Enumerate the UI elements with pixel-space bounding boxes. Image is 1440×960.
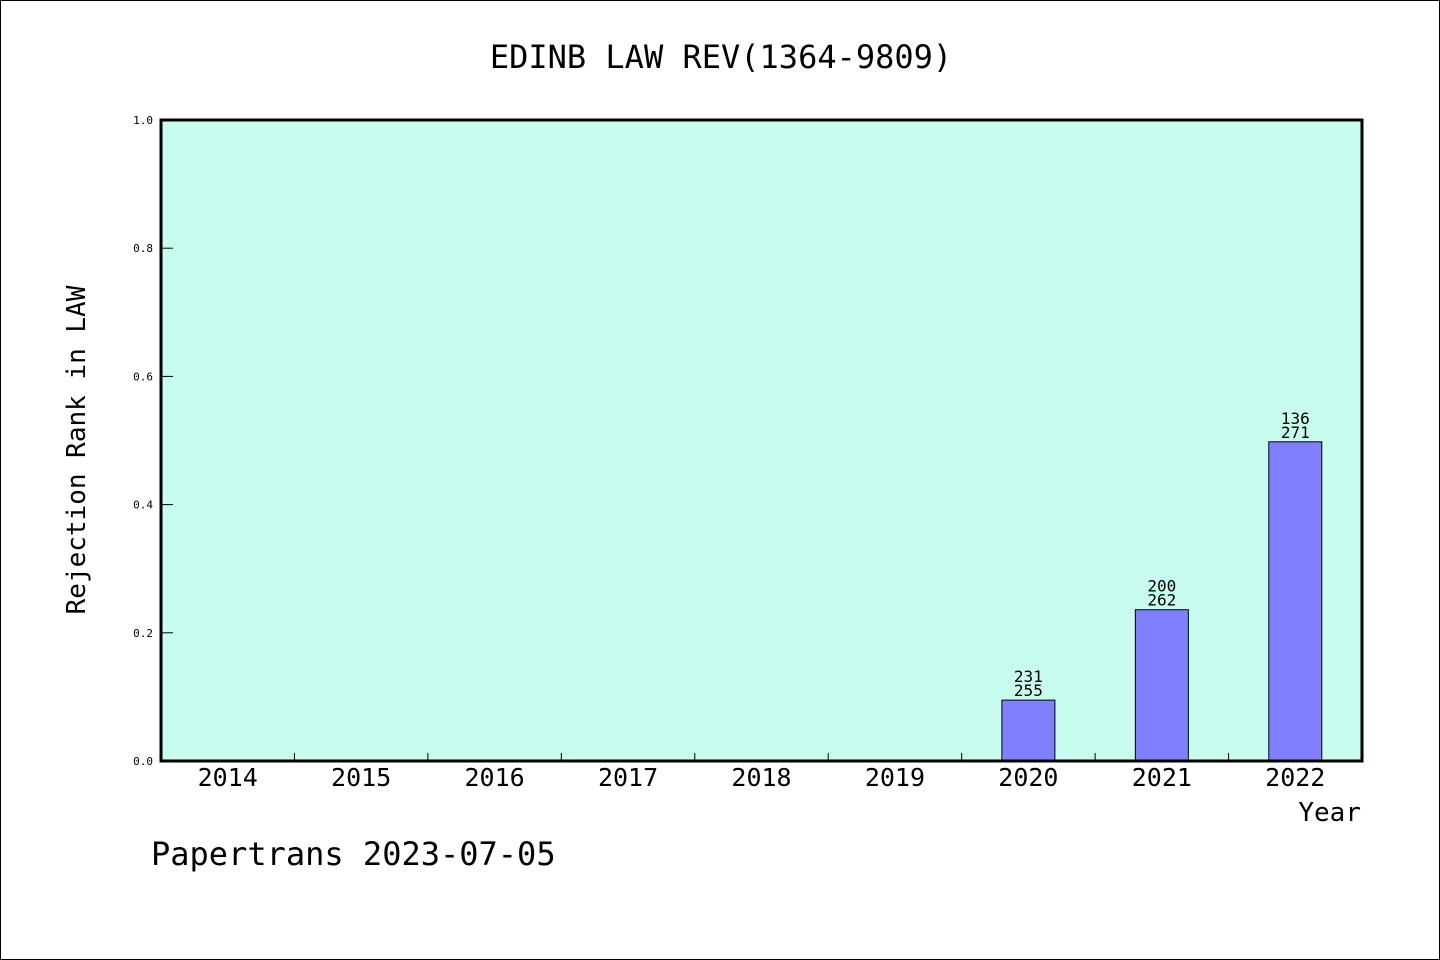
chart-title: EDINB LAW REV(1364-9809) xyxy=(490,38,952,76)
x-tick-label: 2021 xyxy=(1132,763,1192,792)
y-axis: 0.0 0.2 0.4 0.6 0.8 1.0 xyxy=(133,114,173,768)
bar-label-top: 136 xyxy=(1281,409,1310,428)
x-tick-label: 2015 xyxy=(331,763,391,792)
bar-series xyxy=(1001,441,1323,762)
x-tick-label: 2019 xyxy=(865,763,925,792)
y-axis-label: Rejection Rank in LAW xyxy=(62,285,92,614)
x-axis-label: Year xyxy=(1298,798,1361,828)
footer-credit: Papertrans 2023-07-05 xyxy=(151,835,556,873)
bar-label-top: 231 xyxy=(1014,667,1043,686)
y-tick-label: 0.2 xyxy=(133,627,153,640)
y-tick-label: 0.6 xyxy=(133,370,153,383)
x-tick-label: 2016 xyxy=(465,763,525,792)
bar-2020 xyxy=(1001,699,1056,762)
bar-label-bottom: 255 xyxy=(1014,681,1043,700)
bar-label-bottom: 262 xyxy=(1147,591,1176,610)
y-tick-label: 0.8 xyxy=(133,242,153,255)
x-tick-label: 2017 xyxy=(598,763,658,792)
x-axis: 2014 2015 2016 2017 2018 2019 2020 2021 2022 xyxy=(198,753,1325,792)
x-tick-label: 2022 xyxy=(1265,763,1325,792)
x-tick-label: 2014 xyxy=(198,763,258,792)
plot-border xyxy=(159,118,1364,763)
y-tick-label: 0.0 xyxy=(133,755,153,768)
bar-2021 xyxy=(1134,609,1189,762)
bar-2022 xyxy=(1268,441,1323,762)
bar-label-top: 200 xyxy=(1147,577,1176,596)
x-tick-label: 2018 xyxy=(731,763,791,792)
y-tick-label: 0.4 xyxy=(133,499,153,512)
y-tick-label: 1.0 xyxy=(133,114,153,127)
bar-label-bottom: 271 xyxy=(1281,423,1310,442)
x-tick-label: 2020 xyxy=(998,763,1058,792)
